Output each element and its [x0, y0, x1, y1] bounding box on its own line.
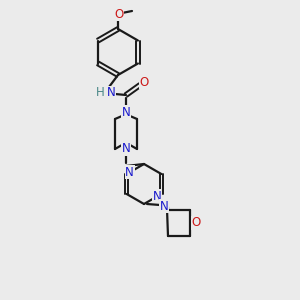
Text: N: N [153, 190, 162, 202]
Text: N: N [122, 142, 130, 155]
Text: N: N [122, 106, 130, 118]
Text: N: N [125, 166, 134, 178]
Text: O: O [114, 8, 124, 20]
Text: N: N [106, 86, 116, 100]
Text: H: H [96, 86, 104, 100]
Text: N: N [160, 200, 168, 212]
Text: O: O [191, 217, 201, 230]
Text: O: O [140, 76, 148, 88]
